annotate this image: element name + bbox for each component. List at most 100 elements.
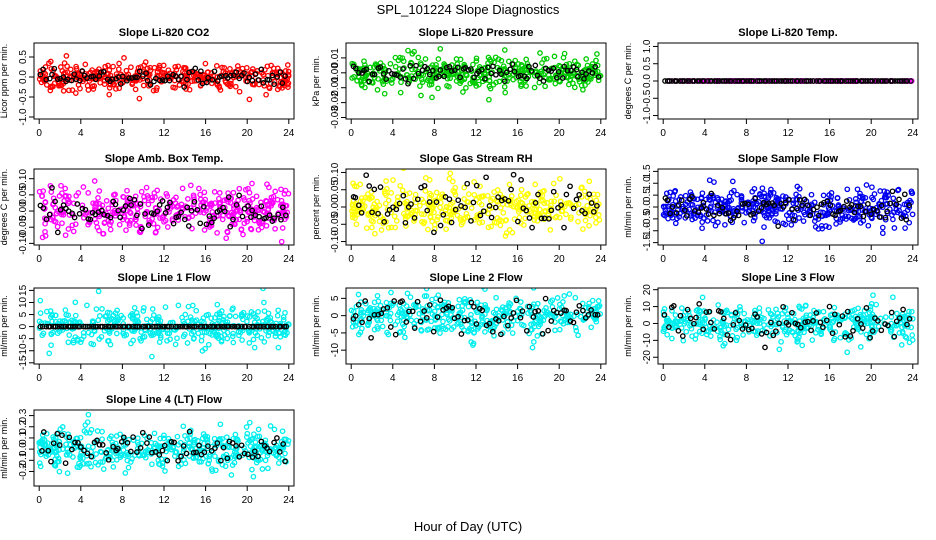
data-point [40,188,47,194]
data-point [465,199,472,205]
data-point [350,318,357,325]
data-point [421,211,427,218]
data-point [537,50,543,56]
data-point [131,304,138,311]
data-point [129,314,136,320]
data-point [575,218,581,225]
data-point-reference [46,75,53,82]
data-point [435,303,441,310]
data-point [113,330,120,337]
data-point-reference [433,199,440,205]
data-point-reference [48,458,54,465]
data-point [179,185,186,192]
data-point [428,318,435,325]
data-point [46,60,52,67]
data-point [229,462,236,468]
data-point [36,188,43,195]
data-point [798,306,805,312]
data-point-reference [98,69,104,76]
data-point [458,314,464,321]
data-point-reference [137,201,144,207]
data-point-reference [366,183,373,189]
data-point-reference [411,325,418,331]
data-point-reference [54,76,61,82]
data-point-reference [366,78,372,85]
data-point [875,323,882,330]
data-point [660,328,667,335]
data-point-reference [109,76,116,83]
data-point [497,222,504,229]
data-point [232,313,239,320]
data-point [153,87,160,94]
data-point-reference [510,310,517,316]
data-point [72,312,79,319]
data-point-reference [84,323,91,330]
data-point-reference [164,204,171,211]
data-point [463,85,469,91]
y-tick-label: 0.00 [330,197,341,217]
data-point [428,192,435,199]
data-point [215,335,222,342]
data-point [810,314,816,321]
data-point [282,68,289,74]
data-point [63,53,70,59]
data-point [362,300,369,307]
data-point-reference [43,216,50,223]
data-point-reference [723,78,730,84]
data-point [486,96,492,103]
data-point [476,220,483,226]
data-point-reference [37,71,44,78]
data-point-reference [559,75,566,81]
data-point [47,314,54,320]
data-point-reference [795,78,801,84]
data-point-reference [251,448,258,455]
data-point-reference [191,323,198,330]
data-point [435,56,442,62]
data-point [457,214,463,221]
data-point [885,192,892,199]
data-point [80,460,87,467]
data-point [785,314,791,321]
data-point [80,455,86,462]
data-point [761,322,767,328]
data-point-reference [66,434,73,441]
data-point [776,346,783,353]
data-point-reference [801,196,808,203]
data-point [357,329,364,336]
data-point-reference [142,211,148,217]
data-point-reference [528,68,535,74]
data-point [228,77,234,84]
data-point [229,333,236,340]
data-point-reference [407,62,414,69]
x-tick-label: 16 [200,254,212,265]
data-point [902,225,908,231]
data-point [369,224,375,231]
data-point [216,318,222,324]
y-tick-label: 0.0 [18,70,29,84]
data-point-reference [233,202,240,208]
data-point [417,60,424,66]
data-point [259,466,266,472]
data-point [503,230,510,236]
data-point-reference [227,72,234,79]
x-tick-label: 0 [36,128,42,139]
data-point [712,222,719,229]
data-point [156,339,163,345]
data-point-reference [505,197,512,204]
data-point [151,430,158,437]
data-point [358,311,364,318]
data-point [141,62,147,69]
data-point-reference [763,78,769,84]
data-point-reference [255,453,261,460]
data-point [586,300,592,307]
data-point [441,61,447,67]
data-point [728,197,735,203]
data-point [93,306,100,312]
panel-title: Slope Gas Stream RH [419,153,532,165]
y-tick-label: -0.2 [18,462,29,480]
data-point-reference [40,205,47,211]
data-point [392,54,399,61]
data-point-reference [387,324,394,330]
data-point [120,315,127,321]
data-point-reference [132,74,138,81]
